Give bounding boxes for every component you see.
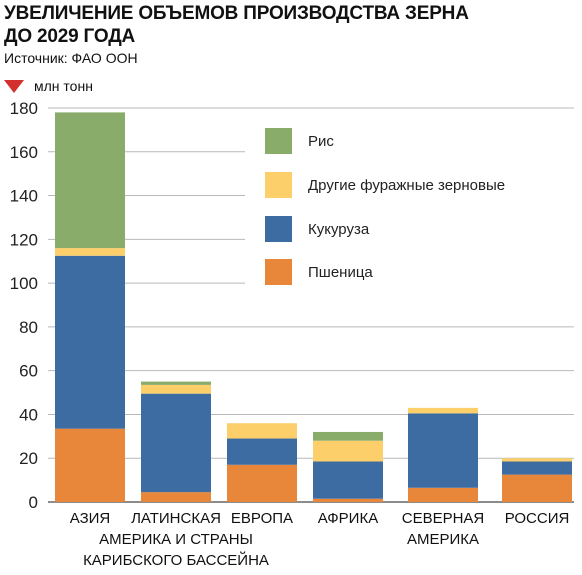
bar-segment — [55, 248, 125, 256]
legend: Рис Другие фуражные зерновые Кукуруза Пшени… — [245, 110, 575, 300]
legend-swatch — [265, 172, 292, 198]
y-tick-label: 60 — [19, 362, 38, 381]
x-axis-categories: АЗИЯ ЛАТИНСКАЯ АМЕРИКА И СТРАНЫ КАРИБСКОГО … — [70, 510, 570, 569]
bar-segment — [313, 431, 383, 441]
bar-segment — [408, 413, 478, 488]
category-label: РОССИЯ — [505, 510, 570, 527]
source-note: Источник: ФАО ООН — [4, 50, 138, 66]
y-tick-label: 140 — [10, 187, 38, 206]
bar-segment — [502, 458, 572, 462]
category-label: КАРИБСКОГО БАССЕЙНА — [83, 551, 269, 569]
legend-label: Другие фуражные зерновые — [308, 177, 505, 194]
bar-segment — [227, 464, 297, 502]
legend-label: Кукуруза — [308, 221, 370, 238]
category-label: АФРИКА — [318, 510, 378, 527]
bar-segment — [502, 461, 572, 475]
bar-segment — [141, 384, 211, 394]
chart-title-line-1: УВЕЛИЧЕНИЕ ОБЪЕМОВ ПРОИЗВОДСТВА ЗЕРНА — [4, 3, 469, 24]
bar-segment — [502, 474, 572, 502]
bar-segment — [227, 438, 297, 465]
category-label: АМЕРИКА — [407, 531, 479, 548]
bar-segment — [55, 428, 125, 502]
y-tick-label: 180 — [10, 99, 38, 118]
bar-segment — [313, 498, 383, 502]
bar-segment — [227, 423, 297, 439]
legend-background — [245, 110, 575, 300]
bar-segment — [55, 112, 125, 249]
y-tick-label: 0 — [29, 493, 38, 512]
legend-swatch — [265, 259, 292, 285]
bars — [55, 112, 572, 502]
bar-segment — [141, 492, 211, 502]
y-tick-label: 120 — [10, 230, 38, 249]
legend-label: Рис — [308, 133, 334, 150]
category-label: СЕВЕРНАЯ — [402, 510, 485, 527]
bar-segment — [408, 487, 478, 502]
y-tick-label: 40 — [19, 405, 38, 424]
legend-swatch — [265, 216, 292, 242]
bar-segment — [141, 393, 211, 493]
category-label: АМЕРИКА И СТРАНЫ — [99, 531, 253, 548]
category-label: ЕВРОПА — [231, 510, 293, 527]
bar-segment — [141, 381, 211, 385]
y-tick-label: 80 — [19, 318, 38, 337]
chart-title: УВЕЛИЧЕНИЕ ОБЪЕМОВ ПРОИЗВОДСТВА ЗЕРНА ДО… — [4, 2, 469, 48]
unit-label: млн тонн — [4, 78, 93, 94]
unit-text: млн тонн — [34, 78, 93, 94]
bar-segment — [313, 440, 383, 462]
category-label: АЗИЯ — [70, 510, 111, 527]
bar-segment — [408, 407, 478, 414]
category-label: ЛАТИНСКАЯ — [131, 510, 221, 527]
y-tick-label: 20 — [19, 449, 38, 468]
bar-segment — [55, 255, 125, 429]
bar-segment — [313, 461, 383, 499]
y-tick-label: 100 — [10, 274, 38, 293]
legend-swatch — [265, 128, 292, 154]
y-axis-ticks: 0 20 40 60 80 100 120 140 160 180 — [10, 99, 38, 512]
chart-title-line-2: ДО 2029 ГОДА — [4, 26, 136, 47]
legend-label: Пшеница — [308, 264, 373, 281]
y-tick-label: 160 — [10, 143, 38, 162]
unit-marker-icon — [4, 79, 24, 93]
